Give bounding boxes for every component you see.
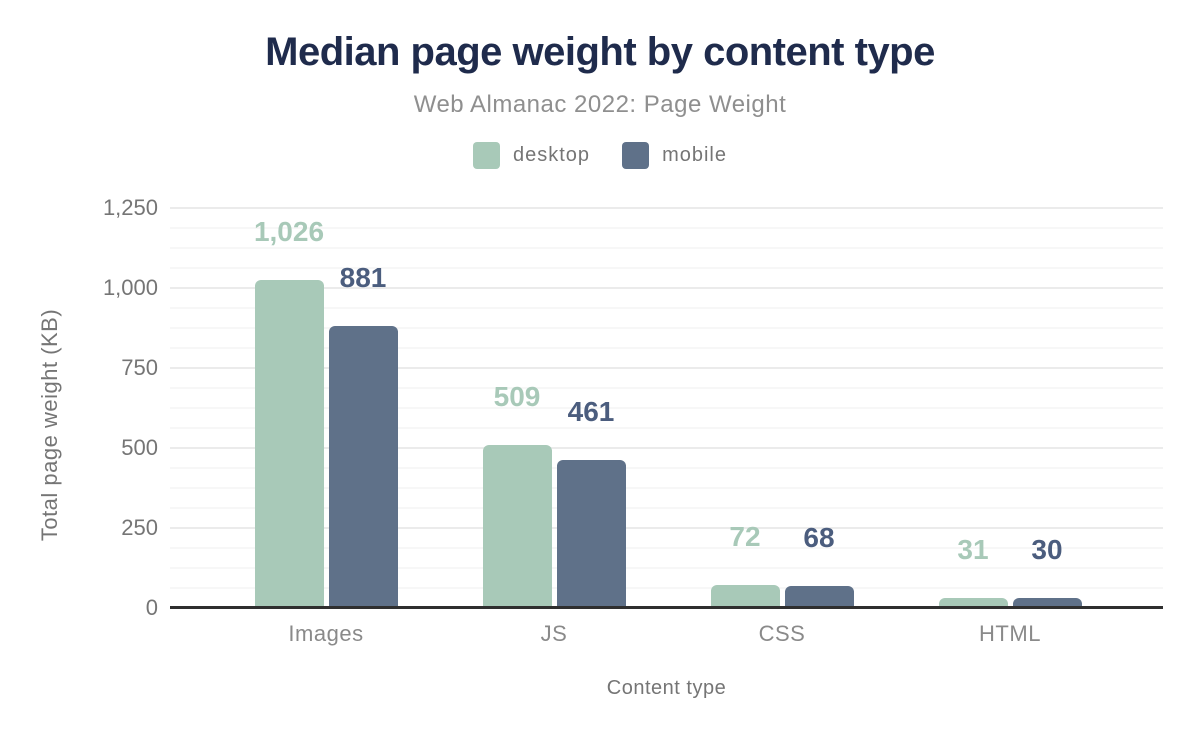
minor-gridline bbox=[170, 567, 1163, 569]
legend-item-desktop: desktop bbox=[473, 142, 590, 169]
value-label-desktop-images: 1,026 bbox=[253, 215, 325, 247]
y-tick-label: 500 bbox=[121, 435, 158, 460]
legend-swatch-desktop bbox=[473, 142, 500, 169]
value-label-mobile-js: 461 bbox=[567, 396, 615, 428]
chart-subtitle: Web Almanac 2022: Page Weight bbox=[413, 91, 787, 118]
major-gridline bbox=[170, 287, 1163, 289]
major-gridline bbox=[170, 367, 1163, 369]
bar-mobile-images bbox=[328, 326, 398, 608]
minor-gridline bbox=[170, 347, 1163, 349]
category-label-js: JS bbox=[540, 621, 568, 646]
bar-mobile-css bbox=[784, 586, 854, 608]
category-label-images: Images bbox=[288, 621, 364, 646]
value-label-desktop-js: 509 bbox=[493, 381, 541, 413]
minor-gridline bbox=[170, 487, 1163, 489]
major-gridline bbox=[170, 207, 1163, 209]
legend: desktop mobile bbox=[0, 142, 1200, 169]
minor-gridline bbox=[170, 407, 1163, 409]
minor-gridline bbox=[170, 307, 1163, 309]
legend-item-mobile: mobile bbox=[622, 142, 727, 169]
minor-gridline bbox=[170, 387, 1163, 389]
x-axis-categories: Images JS CSS HTML bbox=[170, 621, 1163, 649]
y-tick-label: 0 bbox=[145, 595, 158, 620]
minor-gridline bbox=[170, 227, 1163, 229]
value-label-desktop-css: 72 bbox=[729, 520, 761, 552]
x-axis-title: Content type bbox=[606, 677, 727, 699]
y-tick-label: 250 bbox=[121, 515, 158, 540]
legend-label-desktop: desktop bbox=[513, 144, 591, 166]
y-tick-label: 750 bbox=[121, 355, 158, 380]
y-axis-ticks: 0 250 500 750 1,000 1,250 bbox=[0, 195, 158, 620]
bar-desktop-js bbox=[482, 445, 552, 608]
value-label-mobile-html: 30 bbox=[1031, 534, 1063, 566]
minor-gridline bbox=[170, 467, 1163, 469]
bar-desktop-css bbox=[710, 584, 780, 608]
bar-desktop-images bbox=[254, 279, 324, 608]
y-tick-label: 1,250 bbox=[102, 195, 158, 220]
major-gridline bbox=[170, 447, 1163, 449]
minor-gridline bbox=[170, 507, 1163, 509]
minor-gridline bbox=[170, 247, 1163, 249]
minor-gridline bbox=[170, 427, 1163, 429]
value-label-desktop-html: 31 bbox=[957, 534, 989, 566]
chart-title: Median page weight by content type bbox=[265, 30, 935, 74]
x-axis-line bbox=[170, 606, 1163, 609]
legend-swatch-mobile bbox=[622, 142, 650, 169]
bar-mobile-html bbox=[1012, 598, 1082, 608]
category-label-css: CSS bbox=[758, 621, 806, 646]
minor-gridline bbox=[170, 547, 1163, 549]
bar-desktop-html bbox=[938, 598, 1008, 608]
category-label-html: HTML bbox=[979, 621, 1041, 646]
minor-gridline bbox=[170, 267, 1163, 269]
minor-gridline bbox=[170, 587, 1163, 589]
plot-area: 1,026 881 509 461 72 68 31 30 bbox=[170, 207, 1163, 608]
bar-mobile-js bbox=[556, 460, 626, 608]
minor-gridline bbox=[170, 327, 1163, 329]
value-label-mobile-images: 881 bbox=[339, 262, 387, 294]
major-gridline bbox=[170, 527, 1163, 529]
legend-label-mobile: mobile bbox=[662, 144, 727, 166]
value-label-mobile-css: 68 bbox=[803, 522, 835, 554]
y-tick-label: 1,000 bbox=[102, 275, 158, 300]
